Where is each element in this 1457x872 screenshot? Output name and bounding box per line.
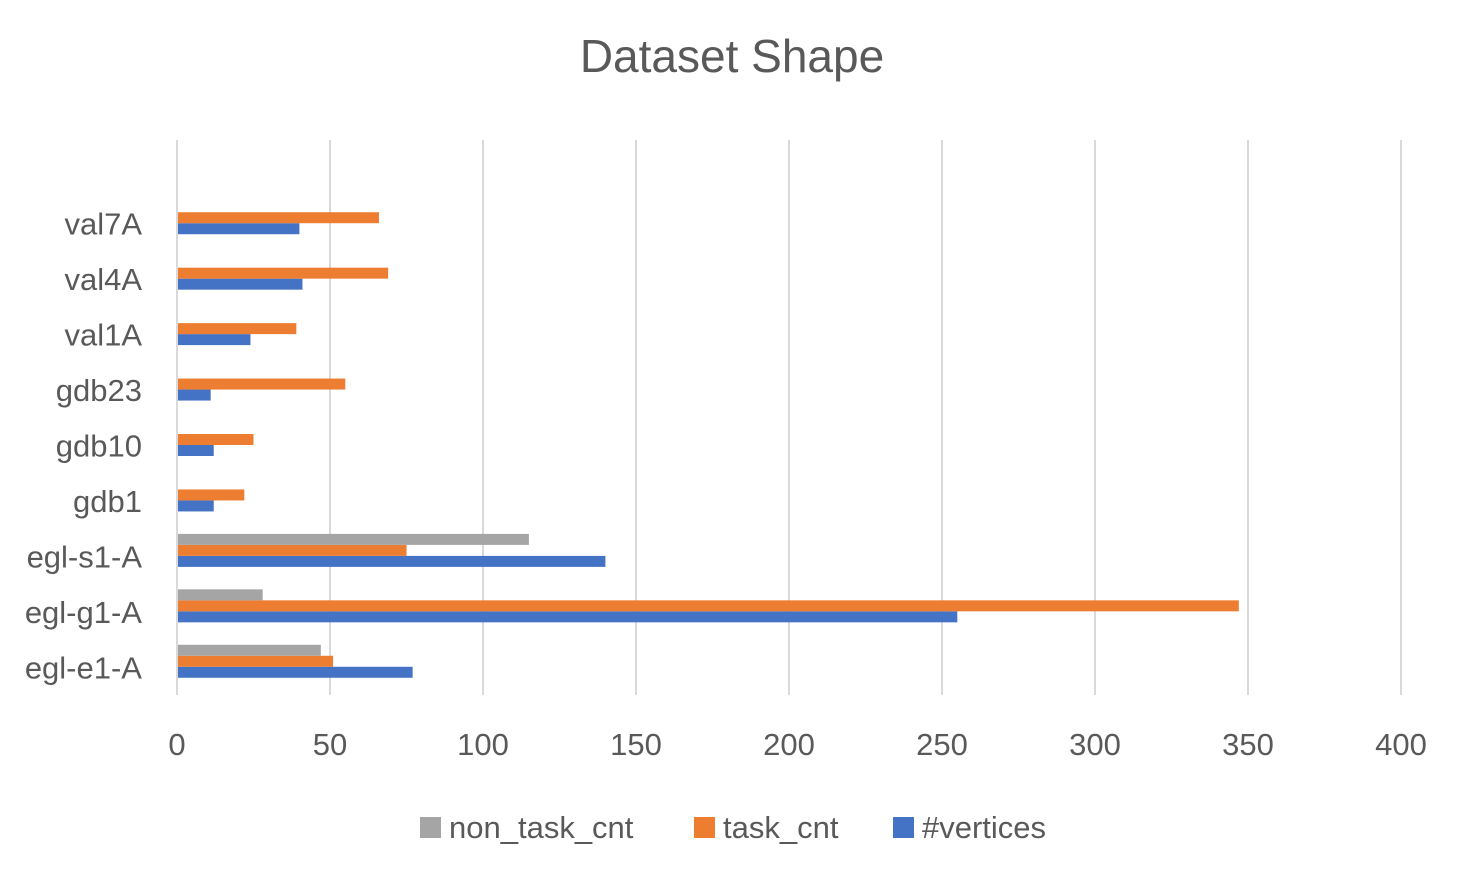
x-tick-label: 250 <box>916 727 968 762</box>
chart-title: Dataset Shape <box>580 30 884 82</box>
bar-vertices-val7a <box>178 223 300 235</box>
bar-vertices-egl-s1-a <box>178 555 606 567</box>
bar-task-cnt-val7a <box>178 212 379 224</box>
bar-vertices-gdb1 <box>178 500 214 512</box>
x-tick-label: 150 <box>610 727 662 762</box>
legend-label: task_cnt <box>723 810 839 845</box>
bar-vertices-egl-e1-a <box>178 666 413 678</box>
bar-task-cnt-gdb23 <box>178 378 346 390</box>
gridlines <box>176 140 1402 695</box>
category-label: egl-s1-A <box>27 539 143 574</box>
x-tick-label: 50 <box>313 727 347 762</box>
legend: non_task_cnt task_cnt #vertices <box>420 810 1046 845</box>
legend-label: non_task_cnt <box>449 810 634 845</box>
legend-swatch <box>420 817 441 838</box>
x-tick-label: 200 <box>763 727 815 762</box>
x-tick-label: 100 <box>457 727 509 762</box>
x-axis-tick-labels: 0 50 100 150 200 250 300 350 400 <box>168 727 1426 762</box>
category-label: val1A <box>64 318 142 353</box>
bar-task-cnt-val1a <box>178 323 297 335</box>
legend-swatch <box>694 817 715 838</box>
bar-vertices-egl-g1-a <box>178 611 958 623</box>
legend-swatch <box>893 817 914 838</box>
x-tick-label: 300 <box>1069 727 1121 762</box>
bar-task-cnt-egl-s1-a <box>178 544 407 556</box>
category-labels: egl-e1-A egl-g1-A egl-s1-A gdb1 gdb10 gdb23 va… <box>25 207 143 686</box>
category-label: val7A <box>64 207 142 242</box>
bar-vertices-val1a <box>178 334 251 346</box>
category-label: gdb10 <box>56 429 142 464</box>
x-tick-label: 400 <box>1375 727 1427 762</box>
bar-vertices-val4a <box>178 278 303 290</box>
x-tick-label: 350 <box>1222 727 1274 762</box>
x-tick-label: 0 <box>168 727 185 762</box>
bar-task-cnt-val4a <box>178 267 389 279</box>
bars <box>178 212 1239 678</box>
legend-label: #vertices <box>922 810 1046 845</box>
bar-non-task-cnt-egl-g1-a <box>178 589 263 601</box>
bar-non-task-cnt-egl-s1-a <box>178 533 529 545</box>
bar-vertices-gdb10 <box>178 445 214 456</box>
bar-non-task-cnt-egl-e1-a <box>178 644 321 656</box>
bar-task-cnt-egl-g1-a <box>178 600 1239 612</box>
category-label: gdb23 <box>56 373 142 408</box>
bar-task-cnt-gdb1 <box>178 489 245 501</box>
bar-vertices-gdb23 <box>178 389 211 401</box>
category-label: egl-e1-A <box>25 650 142 685</box>
bar-task-cnt-gdb10 <box>178 434 254 445</box>
category-label: val4A <box>64 262 142 297</box>
bar-task-cnt-egl-e1-a <box>178 655 334 667</box>
category-label: gdb1 <box>73 484 142 519</box>
category-label: egl-g1-A <box>25 595 142 630</box>
